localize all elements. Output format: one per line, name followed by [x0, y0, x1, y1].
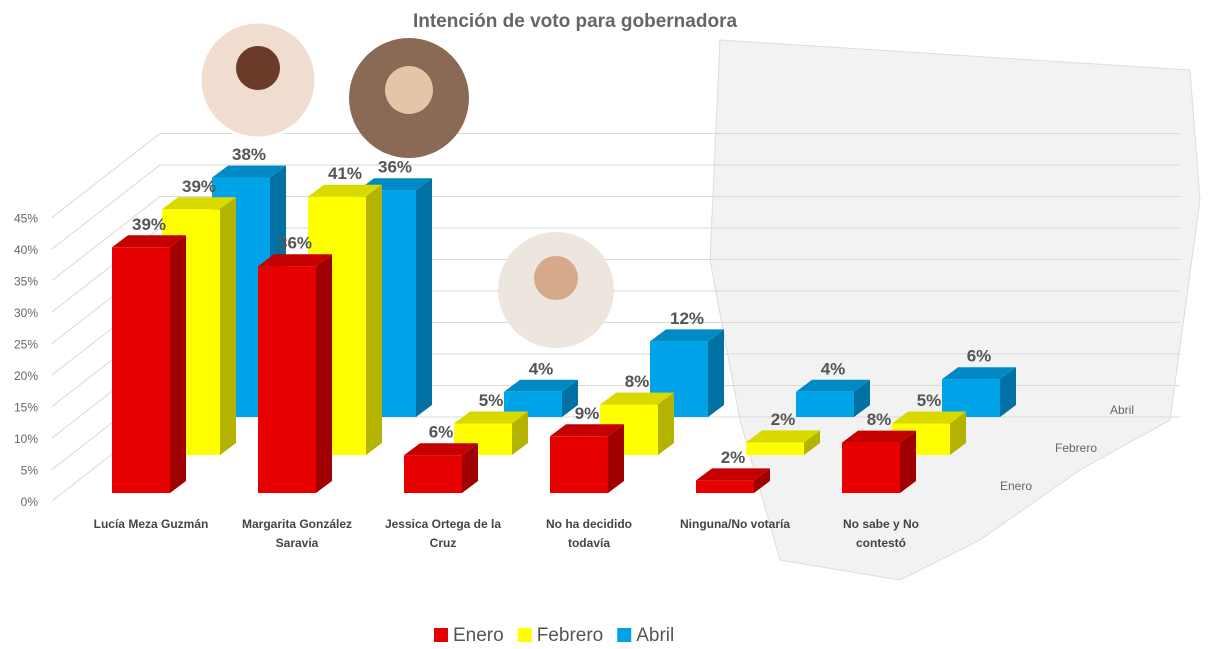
value-label: 5% [479, 391, 504, 410]
bar-side [708, 329, 724, 417]
x-tick-label: No sabe y No contestó [821, 515, 941, 553]
value-label: 12% [670, 309, 704, 328]
bar [112, 235, 186, 493]
bar [796, 380, 870, 417]
bar [696, 468, 770, 493]
y-tick-label: 35% [14, 275, 38, 289]
x-tick-label: Ninguna/No votaría [675, 515, 795, 534]
value-label: 2% [721, 448, 746, 467]
value-label: 8% [625, 372, 650, 391]
bar [258, 254, 332, 493]
y-tick-label: 25% [14, 338, 38, 352]
value-label: 6% [429, 423, 454, 442]
y-tick-label: 30% [14, 306, 38, 320]
bar-front [404, 455, 462, 493]
chart-title: Intención de voto para gobernadora [413, 11, 738, 32]
legend-swatch [617, 628, 631, 642]
bar [504, 380, 578, 417]
photo-face [385, 66, 433, 114]
x-tick-label: No ha decidido todavía [529, 515, 649, 553]
y-tick-label: 5% [21, 464, 39, 478]
value-label: 4% [529, 359, 554, 378]
value-label: 36% [378, 158, 412, 177]
value-label: 36% [278, 234, 312, 253]
x-tick-label: Lucía Meza Guzmán [91, 515, 211, 534]
bar-front [112, 247, 170, 493]
legend-swatch [518, 628, 532, 642]
bar-side [416, 178, 432, 417]
value-label: 8% [867, 410, 892, 429]
bar [550, 424, 624, 493]
value-label: 41% [328, 164, 362, 183]
bar-front [746, 442, 804, 455]
page: Intención de voto para gobernadora 0% 5% 1… [0, 0, 1228, 649]
depth-label: Febrero [1055, 441, 1097, 455]
bar [746, 430, 820, 455]
photo-face [236, 46, 280, 90]
value-label: 38% [232, 145, 266, 164]
value-label: 4% [821, 359, 846, 378]
y-tick-label: 15% [14, 401, 38, 415]
bar-front [258, 266, 316, 493]
x-tick-label: Jessica Ortega de la Cruz [383, 515, 503, 553]
y-tick-label: 10% [14, 432, 38, 446]
y-tick-label: 0% [21, 495, 39, 509]
bar-front [550, 436, 608, 493]
value-label: 39% [132, 215, 166, 234]
legend-label: Febrero [537, 625, 604, 646]
depth-label: Abril [1110, 403, 1134, 417]
value-label: 6% [967, 347, 992, 366]
depth-label: Enero [1000, 479, 1032, 493]
bar-front [796, 392, 854, 417]
bar-front [696, 480, 754, 493]
bar-side [366, 185, 382, 455]
photo-face [534, 256, 578, 300]
bar-side [316, 254, 332, 493]
bar [404, 443, 478, 493]
y-tick-label: 20% [14, 369, 38, 383]
y-tick-label: 40% [14, 243, 38, 257]
value-label: 5% [917, 391, 942, 410]
value-label: 39% [182, 177, 216, 196]
bar-side [608, 424, 624, 493]
bar-front [842, 443, 900, 493]
x-tick-label: Margarita González Saravia [237, 515, 357, 553]
bar [842, 431, 916, 493]
value-label: 2% [771, 410, 796, 429]
legend-swatch [434, 628, 448, 642]
bar-side [220, 197, 236, 455]
bar-front [942, 379, 1000, 417]
y-tick-label: 45% [14, 212, 38, 226]
bar-side [170, 235, 186, 493]
map-background [710, 40, 1200, 580]
legend-label: Abril [636, 625, 674, 646]
legend-label: Enero [453, 625, 504, 646]
bar [942, 367, 1016, 417]
value-label: 9% [575, 404, 600, 423]
